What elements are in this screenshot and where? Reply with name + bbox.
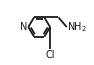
Text: NH$_2$: NH$_2$ [67,20,87,34]
Text: Cl: Cl [45,50,55,60]
Text: N: N [20,22,28,32]
